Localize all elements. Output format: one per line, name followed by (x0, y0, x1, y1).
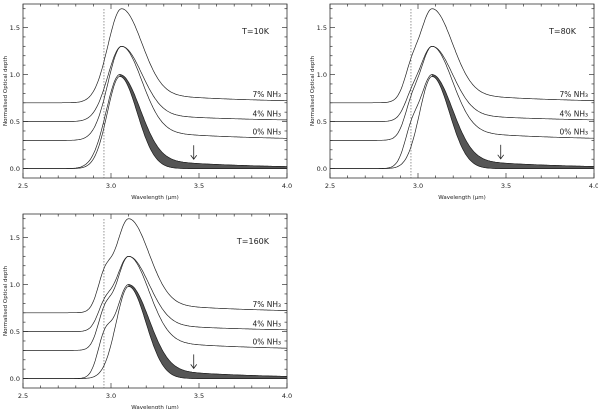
curve-label-3: 0% NH₃ (559, 128, 588, 137)
excess-absorption-area (431, 74, 595, 169)
x-tick-label: 2.5 (325, 182, 335, 190)
temperature-label: T=10K (241, 27, 270, 36)
y-axis-label: Normalised Optical depth (3, 265, 9, 336)
model-line (23, 286, 287, 379)
chart-panel-1: 2.5 3.0 3.5 4.0 0.0 0.5 1.0 1.5 Wavelength (μm) N… (3, 3, 292, 201)
y-axis-label: Normalised Optical depth (3, 55, 9, 126)
y-tick-label: 0.0 (317, 165, 327, 173)
x-tick-label: 3.0 (106, 392, 116, 400)
y-tick-label: 1.0 (10, 281, 20, 289)
y-axis-label: Normalised Optical depth (310, 55, 316, 126)
plot-frame (329, 3, 595, 179)
x-axis-label: Wavelength (μm) (438, 195, 486, 201)
series-line-1 (23, 218, 288, 314)
curve-label-3: 0% NH₃ (252, 128, 281, 137)
series-line-3 (330, 45, 595, 141)
chart-panel-2: 2.5 3.0 3.5 4.0 0.0 0.5 1.0 1.5 Wavelength (μm) N… (310, 3, 598, 201)
series-line-2 (330, 45, 594, 122)
x-tick-label: 2.5 (18, 182, 28, 190)
x-axis-label: Wavelength (μm) (131, 405, 179, 409)
curve-label-2: 4% NH₃ (252, 109, 281, 118)
series-line-1 (330, 8, 594, 104)
series-line-3 (23, 255, 287, 351)
x-tick-label: 3.5 (194, 182, 204, 190)
model-line (23, 76, 287, 169)
series-line-2 (23, 255, 287, 332)
curve-label-1: 7% NH₃ (252, 90, 281, 99)
curve-label-2: 4% NH₃ (252, 319, 281, 328)
x-axis-label: Wavelength (μm) (131, 195, 179, 201)
curve-label-3: 0% NH₃ (252, 337, 281, 346)
excess-absorption-area (128, 284, 288, 379)
y-tick-label: 1.5 (317, 24, 327, 32)
x-tick-label: 3.5 (501, 182, 511, 190)
y-tick-label: 1.0 (317, 71, 327, 79)
x-tick-label: 2.5 (18, 392, 28, 400)
x-tick-label: 4.0 (282, 392, 292, 400)
series-line-2 (23, 45, 287, 122)
x-tick-label: 4.0 (282, 182, 292, 190)
x-tick-label: 4.0 (589, 182, 598, 190)
plot-frame (22, 213, 288, 389)
curve-label-2: 4% NH₃ (559, 109, 588, 118)
chart-panel-3: 2.5 3.0 3.5 4.0 0.0 0.5 1.0 1.5 Wavelength (μm) N… (3, 213, 292, 411)
x-tick-label: 3.5 (194, 392, 204, 400)
y-tick-label: 1.5 (10, 234, 20, 242)
y-tick-label: 1.0 (10, 71, 20, 79)
x-tick-label: 3.0 (106, 182, 116, 190)
arrow-head (497, 154, 505, 160)
y-tick-label: 0.0 (10, 165, 20, 173)
curve-label-1: 7% NH₃ (559, 90, 588, 99)
arrow-head (190, 364, 198, 370)
x-tick-label: 3.0 (413, 182, 423, 190)
model-line (330, 76, 594, 169)
y-tick-label: 0.5 (317, 118, 327, 126)
curve-label-1: 7% NH₃ (252, 300, 281, 309)
series-line-1 (23, 8, 287, 104)
plot-frame (22, 3, 288, 179)
temperature-label: T=80K (548, 27, 577, 36)
y-tick-label: 0.5 (10, 118, 20, 126)
y-tick-label: 0.0 (10, 375, 20, 383)
y-tick-label: 0.5 (10, 328, 20, 336)
y-tick-label: 1.5 (10, 24, 20, 32)
temperature-label: T=160K (236, 237, 270, 246)
series-line-3 (23, 45, 287, 141)
arrow-head (190, 155, 198, 160)
